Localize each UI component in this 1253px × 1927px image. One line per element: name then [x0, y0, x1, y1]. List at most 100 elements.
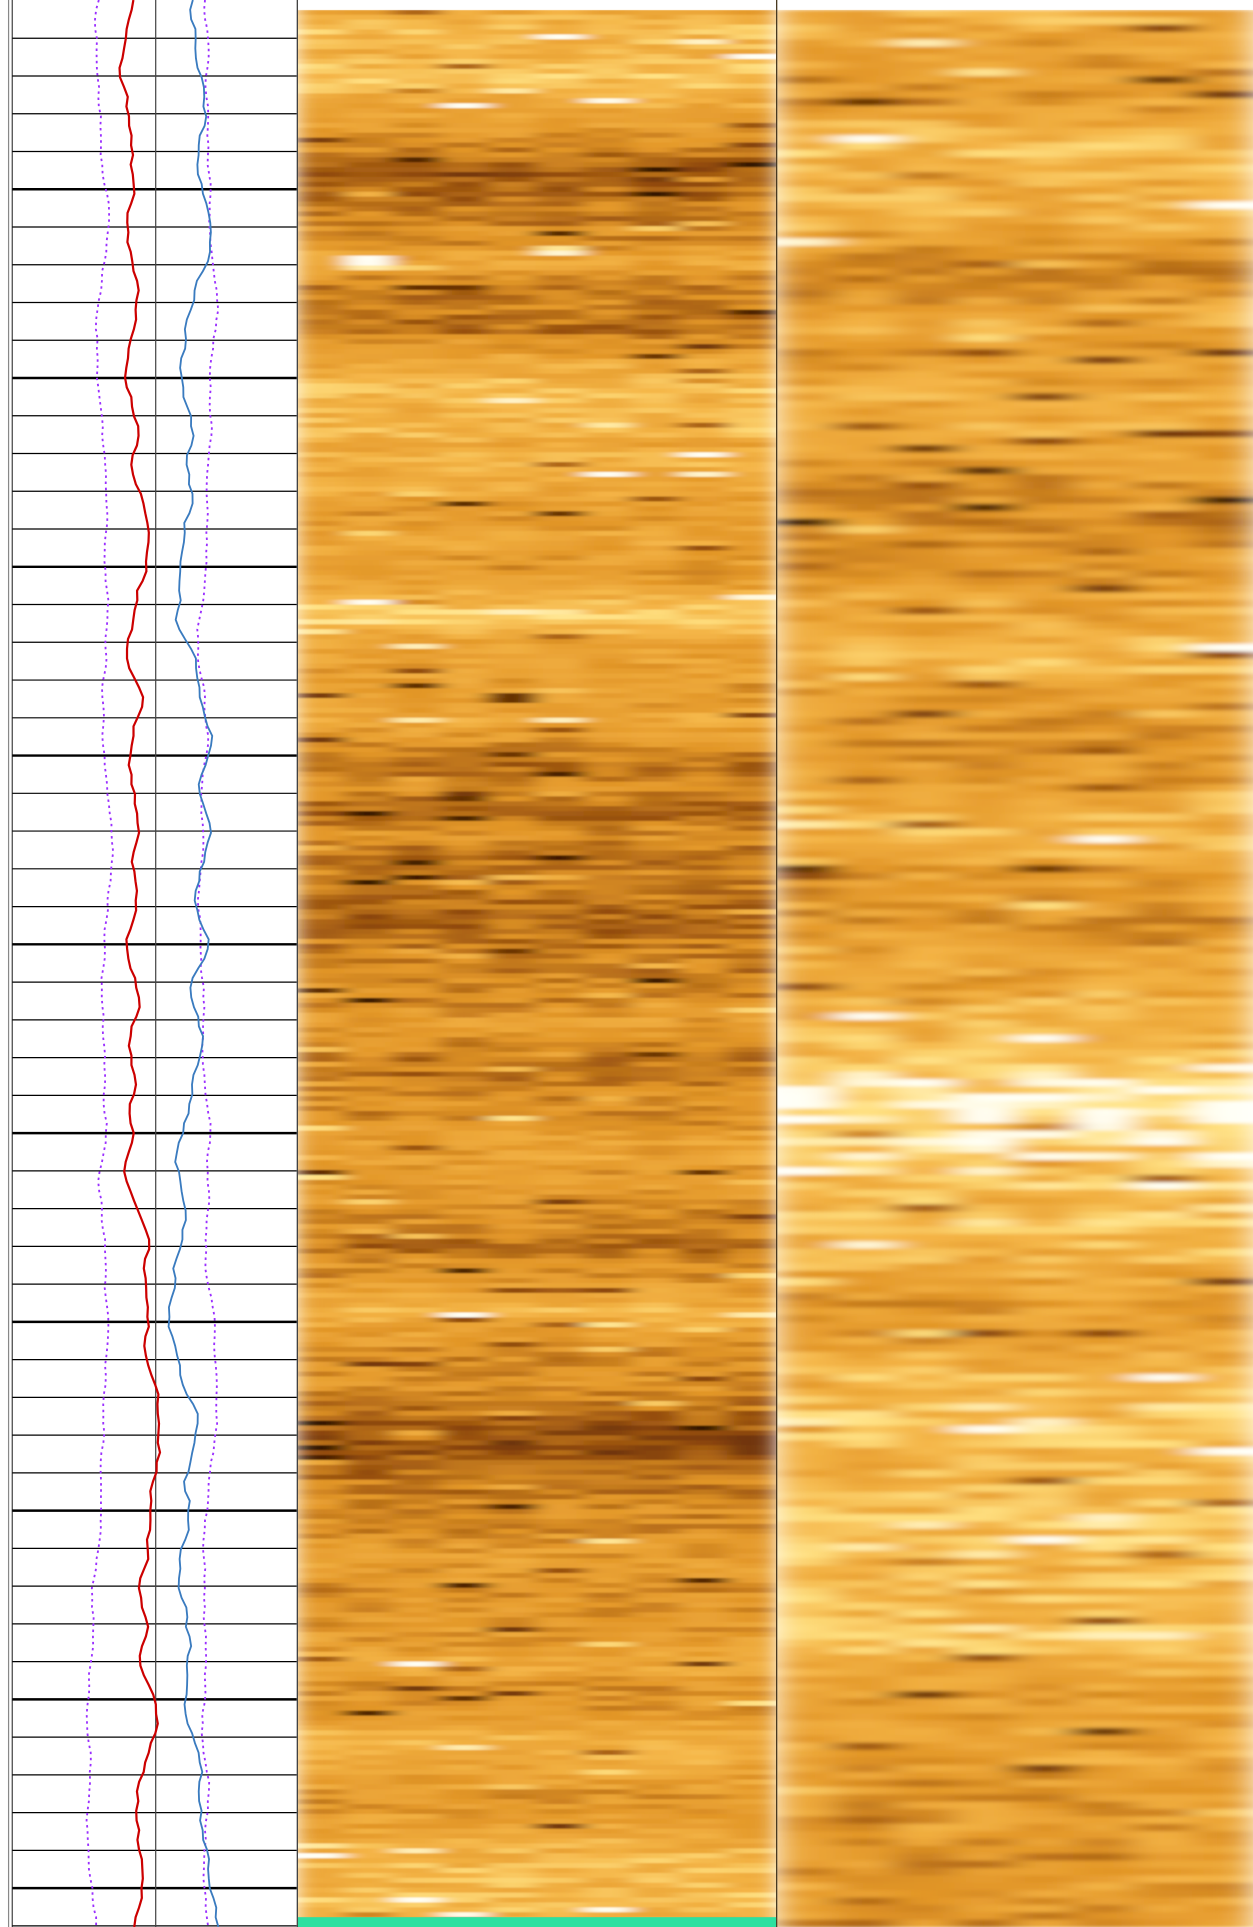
image-cell — [535, 427, 587, 434]
image-cell — [583, 530, 634, 537]
image-cell — [487, 1199, 539, 1205]
image-cell — [344, 172, 395, 178]
image-cell — [727, 1489, 777, 1496]
image-cell — [679, 1243, 730, 1250]
image-cell — [954, 76, 1017, 85]
image-cell — [392, 1042, 443, 1048]
image-cell — [297, 1828, 347, 1835]
image-cell — [679, 1863, 730, 1869]
image-cell — [487, 747, 539, 753]
image-cell — [297, 294, 347, 301]
image-cell — [392, 457, 443, 463]
image-cell — [1132, 194, 1195, 203]
image-cell — [679, 54, 730, 60]
image-cell — [895, 349, 957, 358]
image-cell — [440, 1474, 491, 1481]
image-cell — [679, 34, 730, 40]
image-cell — [392, 152, 443, 158]
image-cell — [727, 1759, 777, 1766]
image-cell — [679, 1056, 730, 1063]
image-cell — [344, 924, 395, 930]
image-cell — [835, 533, 898, 542]
image-cell — [777, 725, 838, 734]
image-cell — [297, 176, 347, 183]
image-cell — [895, 245, 957, 254]
image-cell — [344, 186, 395, 193]
image-cell — [487, 1410, 539, 1417]
image-cell — [487, 19, 539, 26]
image-cell — [631, 988, 682, 994]
image-cell — [344, 1784, 395, 1790]
image-cell — [392, 1430, 443, 1437]
image-cell — [535, 1833, 587, 1840]
image-cell — [835, 223, 898, 232]
image-cell — [487, 663, 539, 670]
image-cell — [344, 835, 395, 842]
image-cell — [895, 732, 957, 741]
image-cell — [344, 963, 395, 970]
image-cell — [297, 1494, 347, 1500]
image-cell — [631, 221, 682, 227]
image-cell — [1192, 739, 1253, 748]
image-cell — [835, 422, 898, 431]
image-cell — [631, 565, 682, 571]
image-cell — [297, 663, 347, 670]
image-cell — [487, 486, 539, 493]
image-cell — [954, 54, 1017, 63]
image-cell — [487, 1700, 539, 1707]
image-cell — [392, 1710, 443, 1717]
image-cell — [631, 1745, 682, 1751]
image-cell — [777, 835, 838, 844]
image-cell — [679, 172, 730, 178]
image-cell — [583, 525, 634, 532]
image-cell — [631, 368, 682, 375]
image-cell — [583, 545, 634, 552]
image-cell — [1132, 872, 1195, 881]
image-cell — [679, 1789, 730, 1795]
image-cell — [1073, 341, 1136, 350]
image-cell — [727, 1342, 777, 1348]
image-cell — [487, 329, 539, 335]
image-cell — [835, 828, 898, 837]
image-cell — [895, 393, 957, 402]
image-cell — [487, 265, 539, 271]
image-cell — [1013, 363, 1076, 372]
image-cell — [297, 1784, 347, 1790]
image-cell — [535, 1597, 587, 1604]
image-cell — [727, 206, 777, 212]
image-cell — [1132, 666, 1195, 675]
image-cell — [297, 668, 347, 675]
image-cell — [535, 255, 587, 262]
image-cell — [954, 415, 1017, 424]
image-cell — [344, 103, 395, 109]
image-cell — [1013, 813, 1076, 822]
image-cell — [440, 732, 491, 738]
image-cell — [440, 1435, 491, 1441]
image-cell — [392, 1671, 443, 1677]
image-cell — [392, 968, 443, 974]
image-cell — [583, 1735, 634, 1741]
image-cell — [1192, 584, 1253, 593]
image-cell — [297, 1661, 347, 1668]
image-cell — [895, 902, 957, 911]
image-cell — [535, 1361, 587, 1368]
image-cell — [392, 771, 443, 778]
image-cell — [631, 1632, 682, 1638]
image-cell — [631, 1174, 682, 1181]
image-cell — [954, 702, 1017, 711]
image-cell — [679, 776, 730, 783]
image-cell — [440, 88, 491, 95]
image-cell — [679, 368, 730, 375]
image-cell — [631, 943, 682, 950]
image-cell — [344, 929, 395, 935]
image-cell — [392, 1297, 443, 1304]
image-cell — [583, 294, 634, 301]
image-cell — [679, 1346, 730, 1353]
image-cell — [631, 1666, 682, 1672]
image-cell — [727, 14, 777, 21]
image-cell — [344, 732, 395, 738]
image-cell — [777, 489, 838, 498]
image-cell — [777, 98, 838, 107]
image-cell — [440, 1902, 491, 1908]
image-cell — [583, 1425, 634, 1432]
